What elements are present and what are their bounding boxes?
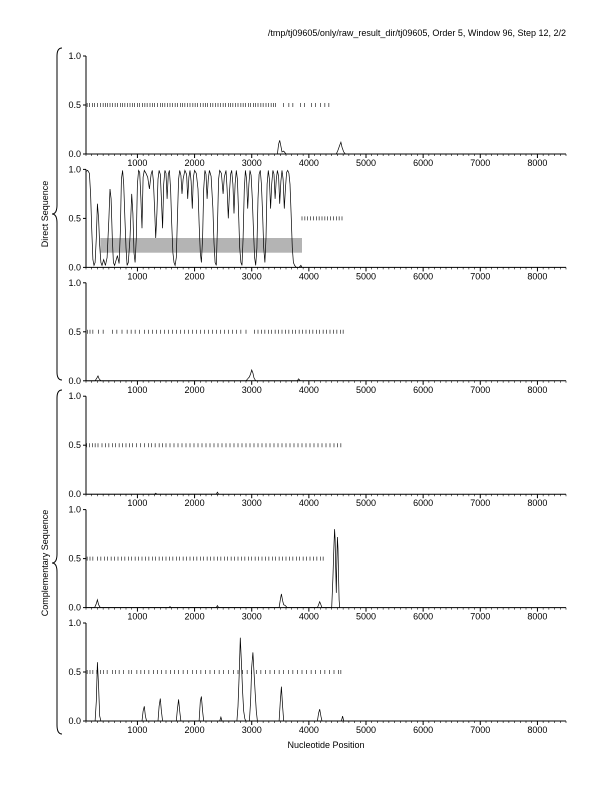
x-tick-label: 2000 — [185, 158, 205, 168]
x-tick-label: 5000 — [356, 725, 376, 735]
x-tick-label: 7000 — [470, 612, 490, 622]
x-tick-label: 3000 — [242, 158, 262, 168]
y-tick-label: 0.0 — [68, 149, 81, 159]
y-tick-label: 0.5 — [68, 440, 81, 450]
highlight-band — [100, 238, 303, 253]
series-line — [86, 140, 346, 155]
panel-2: 0.0 0.5 1.0 1000 2000 3000 4000 5000 6000 7000 800… — [68, 164, 567, 281]
panels-layer: 0.0 0.5 1.0 1000 2000 3000 4000 5000 6000 7000 800… — [68, 51, 567, 735]
x-tick-label: 2000 — [185, 612, 205, 622]
x-tick-label: 5000 — [356, 498, 376, 508]
y-tick-label: 1.0 — [68, 505, 81, 515]
x-tick-label: 5000 — [356, 271, 376, 281]
x-tick-label: 8000 — [527, 158, 547, 168]
x-tick-label: 4000 — [299, 725, 319, 735]
x-tick-label: 2000 — [185, 725, 205, 735]
x-tick-label: 3000 — [242, 498, 262, 508]
x-tick-label: 6000 — [413, 612, 433, 622]
x-tick-label: 3000 — [242, 612, 262, 622]
x-tick-label: 7000 — [470, 498, 490, 508]
complementary-sequence-label: Complementary Sequence — [40, 510, 50, 617]
x-tick-label: 5000 — [356, 385, 376, 395]
series-line — [86, 368, 301, 382]
x-tick-label: 1000 — [127, 725, 147, 735]
x-tick-label: 8000 — [527, 612, 547, 622]
y-tick-label: 0.0 — [68, 376, 81, 386]
x-tick-label: 1000 — [127, 158, 147, 168]
x-tick-label: 6000 — [413, 498, 433, 508]
y-tick-label: 1.0 — [68, 164, 81, 174]
x-tick-label: 7000 — [470, 271, 490, 281]
x-tick-label: 3000 — [242, 725, 262, 735]
panel-5: 0.0 0.5 1.0 1000 2000 3000 4000 5000 6000 7000 800… — [68, 505, 567, 622]
y-tick-label: 0.0 — [68, 603, 81, 613]
x-tick-label: 8000 — [527, 498, 547, 508]
complementary-group-brace — [51, 389, 63, 735]
x-tick-label: 2000 — [185, 271, 205, 281]
y-tick-label: 1.0 — [68, 618, 81, 628]
x-tick-label: 2000 — [185, 385, 205, 395]
x-tick-label: 1000 — [127, 271, 147, 281]
y-tick-label: 0.5 — [68, 100, 81, 110]
x-tick-label: 2000 — [185, 498, 205, 508]
x-tick-label: 8000 — [527, 271, 547, 281]
y-tick-label: 0.0 — [68, 716, 81, 726]
y-tick-label: 0.5 — [68, 554, 81, 564]
x-tick-label: 5000 — [356, 158, 376, 168]
y-tick-label: 0.5 — [68, 213, 81, 223]
x-tick-label: 4000 — [299, 271, 319, 281]
x-tick-label: 8000 — [527, 725, 547, 735]
y-tick-label: 0.5 — [68, 667, 81, 677]
x-tick-label: 7000 — [470, 158, 490, 168]
x-tick-label: 7000 — [470, 725, 490, 735]
y-tick-label: 0.0 — [68, 489, 81, 499]
direct-group-brace — [51, 47, 63, 381]
series-line — [85, 169, 303, 268]
x-tick-label: 8000 — [527, 385, 547, 395]
panel-6: 0.0 0.5 1.0 1000 2000 3000 4000 5000 6000 7000 800… — [68, 618, 567, 735]
y-tick-label: 1.0 — [68, 51, 81, 61]
x-tick-label: 6000 — [413, 725, 433, 735]
x-tick-label: 1000 — [127, 498, 147, 508]
series-line — [86, 637, 345, 722]
series-line — [86, 529, 341, 608]
x-tick-label: 4000 — [299, 498, 319, 508]
x-axis-label: Nucleotide Position — [287, 740, 364, 750]
x-tick-label: 6000 — [413, 385, 433, 395]
x-tick-label: 6000 — [413, 271, 433, 281]
y-tick-label: 0.5 — [68, 327, 81, 337]
y-tick-label: 1.0 — [68, 391, 81, 401]
x-tick-label: 6000 — [413, 158, 433, 168]
x-tick-label: 1000 — [127, 612, 147, 622]
direct-sequence-label: Direct Sequence — [40, 181, 50, 248]
series-line — [86, 491, 219, 495]
panel-1: 0.0 0.5 1.0 1000 2000 3000 4000 5000 6000 7000 800… — [68, 51, 567, 168]
x-tick-label: 3000 — [242, 271, 262, 281]
y-tick-label: 1.0 — [68, 278, 81, 288]
x-tick-label: 4000 — [299, 612, 319, 622]
y-tick-label: 0.0 — [68, 262, 81, 272]
x-tick-label: 5000 — [356, 612, 376, 622]
panel-3: 0.0 0.5 1.0 1000 2000 3000 4000 5000 6000 7000 800… — [68, 278, 567, 395]
x-tick-label: 4000 — [299, 385, 319, 395]
header-title: /tmp/tj09605/only/raw_result_dir/tj09605… — [268, 28, 566, 38]
panel-4: 0.0 0.5 1.0 1000 2000 3000 4000 5000 6000 7000 800… — [68, 391, 567, 508]
x-tick-label: 7000 — [470, 385, 490, 395]
x-tick-label: 1000 — [127, 385, 147, 395]
x-tick-label: 3000 — [242, 385, 262, 395]
x-tick-label: 4000 — [299, 158, 319, 168]
